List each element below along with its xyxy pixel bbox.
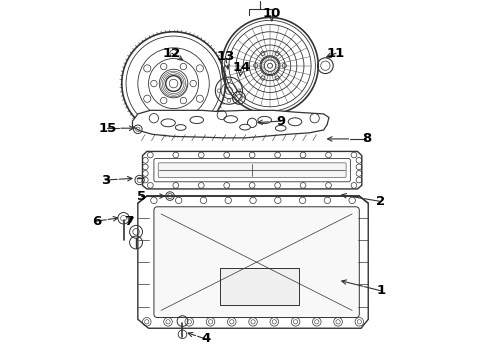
Circle shape bbox=[170, 111, 177, 117]
Text: 10: 10 bbox=[263, 8, 281, 21]
Polygon shape bbox=[132, 111, 329, 138]
Polygon shape bbox=[143, 152, 362, 189]
Text: 14: 14 bbox=[232, 61, 250, 74]
Ellipse shape bbox=[240, 124, 250, 130]
Text: 7: 7 bbox=[124, 215, 133, 228]
Circle shape bbox=[144, 95, 151, 102]
Ellipse shape bbox=[161, 119, 175, 127]
FancyBboxPatch shape bbox=[158, 163, 346, 177]
Ellipse shape bbox=[288, 118, 302, 126]
Text: 13: 13 bbox=[216, 50, 235, 63]
Ellipse shape bbox=[175, 125, 186, 130]
Text: 8: 8 bbox=[362, 132, 371, 145]
Text: 15: 15 bbox=[98, 122, 117, 135]
Circle shape bbox=[170, 50, 177, 57]
Text: 1: 1 bbox=[376, 284, 385, 297]
Text: 5: 5 bbox=[137, 190, 146, 203]
Polygon shape bbox=[220, 267, 298, 305]
Text: 6: 6 bbox=[92, 215, 101, 228]
Text: 3: 3 bbox=[101, 174, 110, 186]
Circle shape bbox=[196, 95, 203, 102]
Ellipse shape bbox=[190, 116, 203, 123]
Text: 9: 9 bbox=[276, 114, 285, 127]
Circle shape bbox=[196, 65, 203, 72]
Text: 12: 12 bbox=[163, 47, 181, 60]
FancyBboxPatch shape bbox=[154, 158, 350, 182]
Ellipse shape bbox=[275, 125, 286, 131]
Text: 4: 4 bbox=[201, 333, 210, 346]
Ellipse shape bbox=[258, 116, 271, 123]
FancyBboxPatch shape bbox=[154, 207, 359, 318]
Circle shape bbox=[144, 65, 151, 72]
Text: 2: 2 bbox=[376, 195, 385, 208]
Polygon shape bbox=[138, 196, 368, 328]
Text: 11: 11 bbox=[327, 47, 345, 60]
Ellipse shape bbox=[224, 116, 238, 123]
